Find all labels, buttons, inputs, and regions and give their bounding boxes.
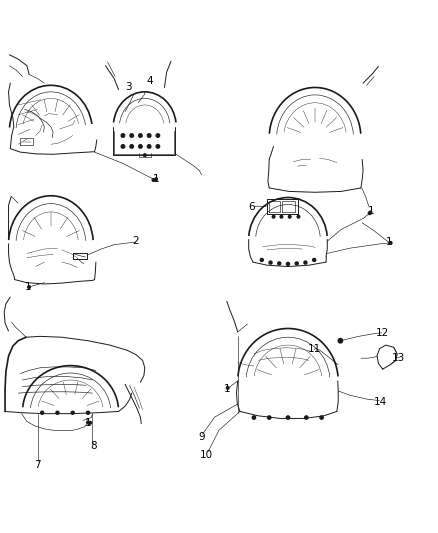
Circle shape	[368, 212, 371, 215]
Text: 14: 14	[374, 397, 387, 407]
Circle shape	[152, 179, 155, 181]
Circle shape	[389, 241, 392, 244]
Text: 10: 10	[200, 450, 213, 460]
Circle shape	[155, 178, 157, 181]
Circle shape	[139, 134, 142, 138]
Circle shape	[305, 416, 308, 419]
Text: 1: 1	[367, 206, 374, 216]
Circle shape	[144, 154, 146, 157]
Circle shape	[86, 411, 89, 414]
Circle shape	[280, 215, 283, 218]
Text: 13: 13	[392, 353, 406, 363]
Text: 1: 1	[25, 282, 31, 293]
Circle shape	[286, 416, 290, 419]
Circle shape	[139, 144, 142, 148]
Circle shape	[89, 422, 92, 424]
Circle shape	[288, 215, 291, 218]
Text: 3: 3	[125, 82, 131, 92]
Circle shape	[304, 261, 307, 264]
Circle shape	[369, 211, 372, 214]
Circle shape	[121, 144, 125, 148]
Circle shape	[297, 215, 300, 218]
Circle shape	[313, 259, 316, 262]
Circle shape	[338, 338, 343, 343]
Circle shape	[260, 259, 263, 262]
Text: 6: 6	[248, 201, 255, 212]
Circle shape	[156, 134, 159, 138]
Circle shape	[272, 215, 275, 218]
Circle shape	[41, 411, 44, 414]
Text: 11: 11	[307, 344, 321, 354]
Text: 4: 4	[147, 76, 153, 86]
Text: 9: 9	[198, 432, 205, 442]
Circle shape	[268, 416, 271, 419]
Circle shape	[295, 262, 298, 265]
Circle shape	[269, 261, 272, 264]
Text: 1: 1	[152, 174, 159, 184]
Circle shape	[148, 134, 151, 138]
Circle shape	[56, 411, 59, 414]
Circle shape	[28, 286, 30, 288]
Text: 1: 1	[223, 384, 230, 394]
Circle shape	[156, 144, 159, 148]
Circle shape	[148, 144, 151, 148]
Text: 1: 1	[85, 418, 92, 428]
Circle shape	[71, 411, 74, 414]
Circle shape	[252, 416, 256, 419]
Circle shape	[130, 134, 134, 138]
Text: 8: 8	[90, 441, 97, 451]
Circle shape	[339, 339, 342, 343]
Circle shape	[286, 262, 290, 265]
Circle shape	[87, 421, 89, 424]
Circle shape	[121, 134, 125, 138]
Text: 2: 2	[133, 236, 139, 246]
Circle shape	[130, 144, 134, 148]
Circle shape	[278, 262, 281, 265]
Text: 1: 1	[386, 237, 392, 247]
Text: 12: 12	[376, 328, 389, 338]
Circle shape	[320, 416, 323, 419]
Circle shape	[389, 241, 392, 244]
Text: 7: 7	[34, 460, 40, 470]
Circle shape	[226, 386, 229, 389]
